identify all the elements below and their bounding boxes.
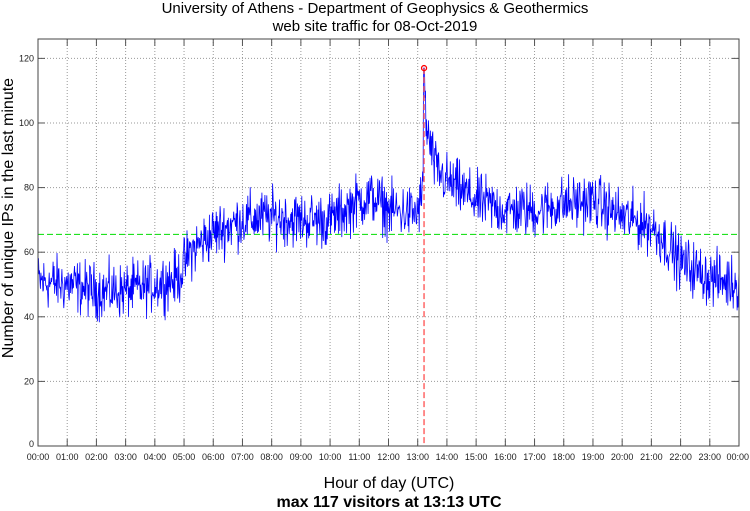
x-tick-label: 17:00	[523, 452, 546, 462]
x-tick-label: 15:00	[465, 452, 488, 462]
x-tick-label: 14:00	[436, 452, 459, 462]
x-tick-label: 03:00	[114, 452, 137, 462]
y-tick-label: 120	[19, 53, 34, 63]
x-tick-label: 21:00	[640, 452, 663, 462]
x-tick-label: 02:00	[85, 452, 108, 462]
x-tick-label: 19:00	[582, 452, 605, 462]
x-axis-label: Hour of day (UTC)	[323, 475, 455, 492]
x-tick-label: 10:00	[319, 452, 342, 462]
x-tick-label: 09:00	[290, 452, 313, 462]
x-tick-label: 07:00	[231, 452, 254, 462]
x-tick-label: 00:00	[726, 452, 749, 462]
chart-subtitle: web site traffic for 08-Oct-2019	[272, 18, 478, 35]
x-tick-label: 16:00	[494, 452, 517, 462]
max-annotation: max 117 visitors at 13:13 UTC	[276, 494, 502, 511]
x-tick-label: 01:00	[56, 452, 79, 462]
x-tick-label: 20:00	[611, 452, 634, 462]
y-tick-label: 100	[19, 118, 34, 128]
traffic-series-line	[37, 67, 740, 323]
x-tick-label: 11:00	[348, 452, 370, 462]
x-tick-label: 05:00	[173, 452, 196, 462]
y-tick-label: 0	[29, 439, 34, 449]
x-tick-label: 08:00	[260, 452, 283, 462]
y-tick-label: 40	[24, 312, 34, 322]
y-tick-label: 60	[24, 247, 34, 257]
x-tick-label: 04:00	[144, 452, 167, 462]
x-tick-label: 06:00	[202, 452, 225, 462]
plot-frame	[37, 38, 740, 447]
x-tick-label: 23:00	[699, 452, 722, 462]
y-tick-label: 20	[24, 376, 34, 386]
x-tick-label: 12:00	[377, 452, 400, 462]
x-tick-label: 22:00	[669, 452, 692, 462]
max-marker-point	[420, 64, 428, 72]
x-tick-label: 18:00	[552, 452, 575, 462]
y-tick-label: 80	[24, 183, 34, 193]
chart-title: University of Athens - Department of Geo…	[161, 0, 589, 17]
x-tick-label: 00:00	[27, 452, 50, 462]
x-tick-label: 13:00	[406, 452, 429, 462]
